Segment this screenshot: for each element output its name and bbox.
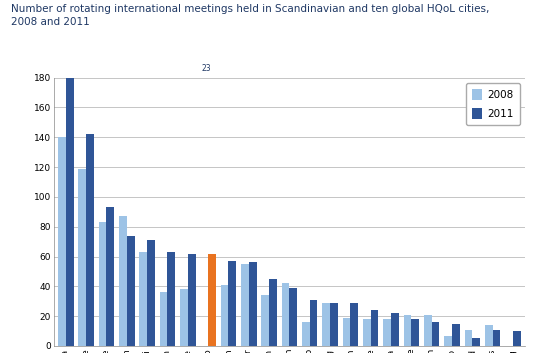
Bar [465, 330, 472, 346]
Legend: 2008, 2011: 2008, 2011 [466, 83, 520, 125]
Bar [289, 288, 297, 346]
Bar [86, 134, 94, 346]
Bar [249, 263, 257, 346]
Bar [180, 289, 188, 346]
Bar [139, 252, 147, 346]
Bar [282, 283, 289, 346]
Bar [78, 169, 86, 346]
Bar [412, 319, 419, 346]
Bar [262, 295, 269, 346]
Bar [351, 303, 358, 346]
Bar [493, 330, 501, 346]
Bar [343, 318, 351, 346]
Bar [391, 313, 399, 346]
Bar [444, 335, 452, 346]
Bar [310, 300, 317, 346]
Bar [485, 325, 493, 346]
Bar [228, 261, 236, 346]
Bar [404, 315, 412, 346]
Bar [371, 310, 378, 346]
Bar [167, 252, 175, 346]
Bar [302, 322, 310, 346]
Text: Number of rotating international meetings held in Scandinavian and ten global HQ: Number of rotating international meeting… [11, 4, 489, 27]
Bar [127, 236, 135, 346]
Text: 23: 23 [201, 64, 211, 73]
Bar [330, 303, 338, 346]
Bar [58, 137, 66, 346]
Bar [241, 264, 249, 346]
Bar [119, 216, 127, 346]
Bar [99, 222, 107, 346]
Bar [424, 315, 432, 346]
Bar [452, 324, 460, 346]
Bar [188, 253, 196, 346]
Bar [472, 339, 480, 346]
Bar [269, 279, 277, 346]
Bar [66, 78, 73, 346]
Bar [513, 331, 521, 346]
Bar [147, 240, 155, 346]
Bar [383, 319, 391, 346]
Bar [160, 292, 167, 346]
Bar [363, 319, 371, 346]
Bar [221, 285, 228, 346]
Bar [322, 303, 330, 346]
Bar [432, 322, 440, 346]
Bar [107, 207, 114, 346]
Bar [208, 253, 216, 346]
